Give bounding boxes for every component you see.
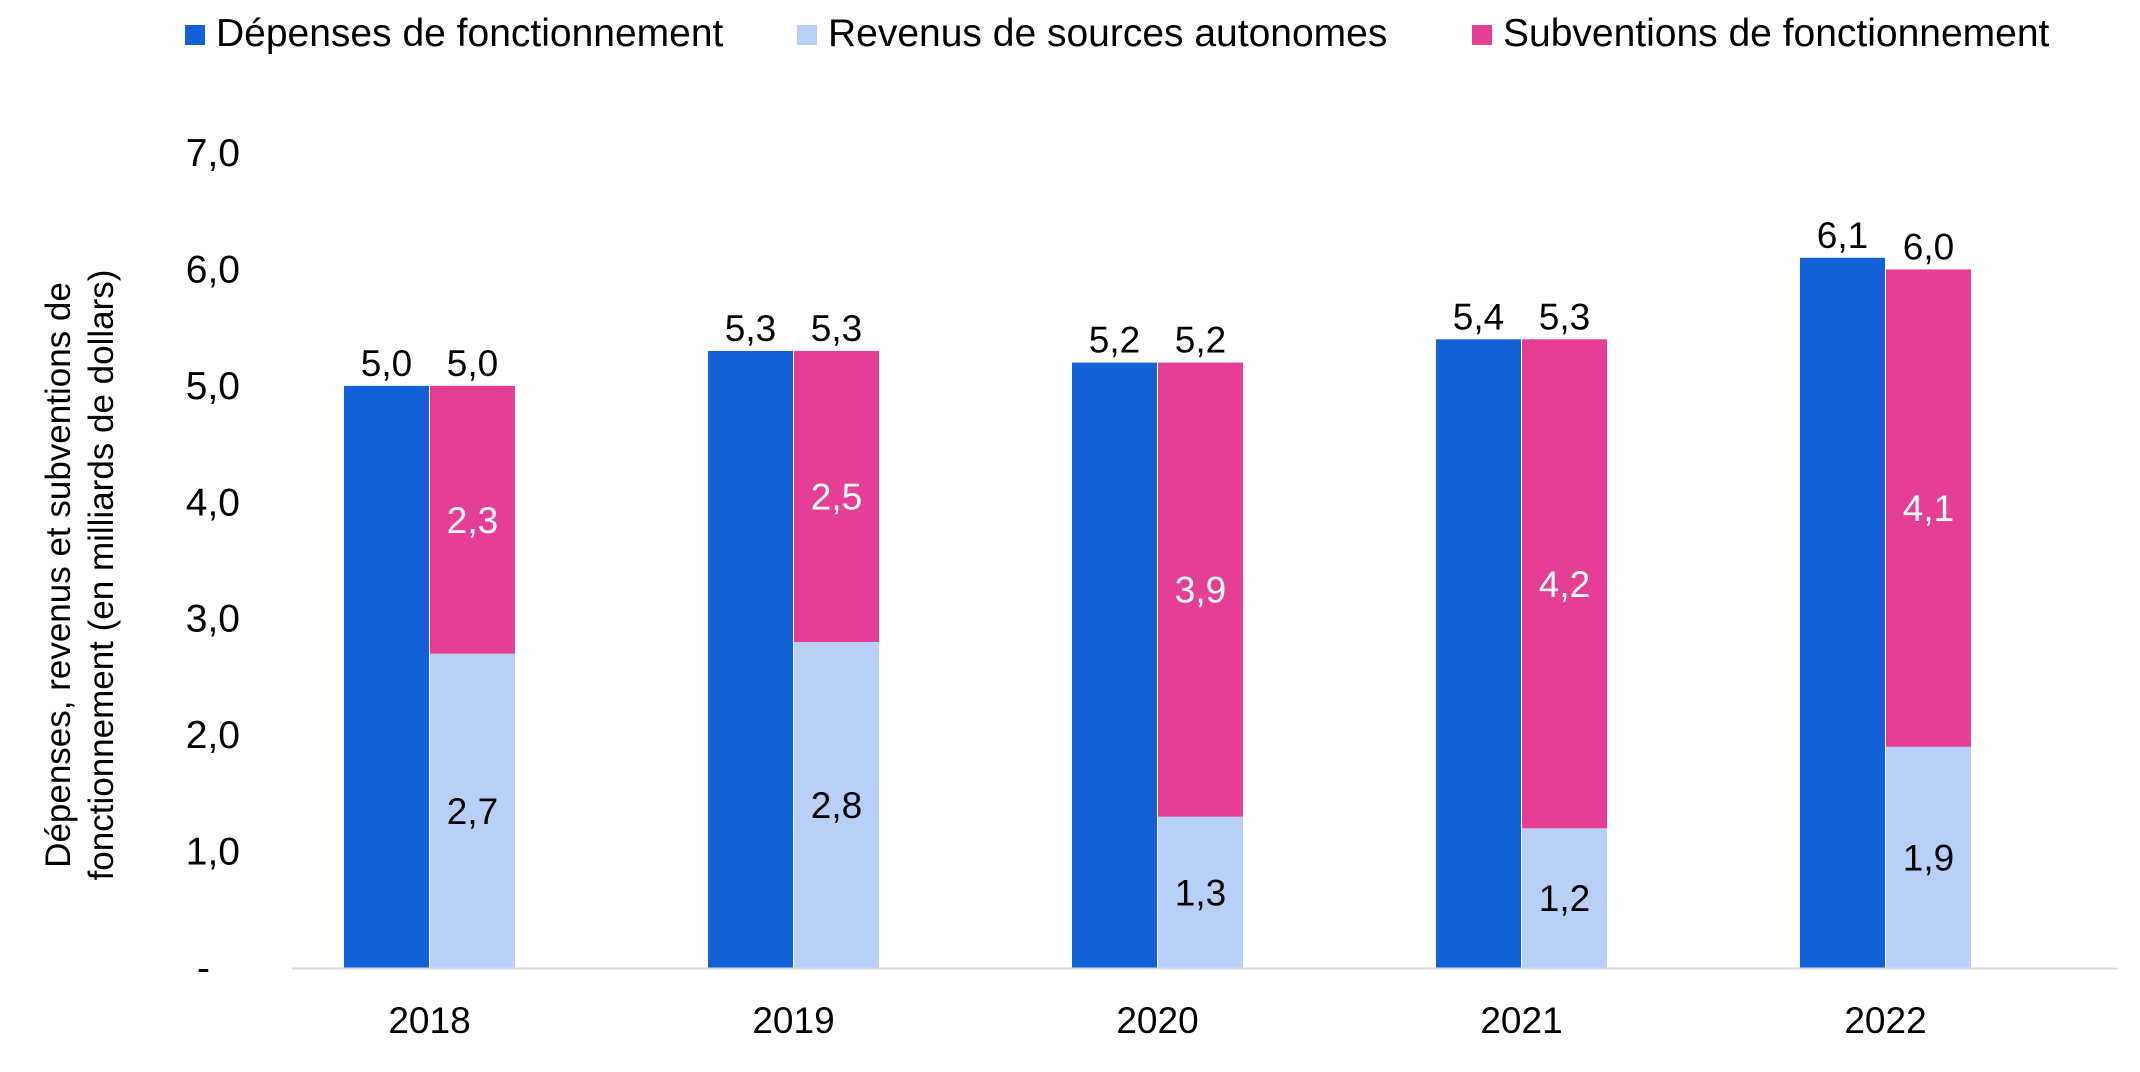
data-label-subventions: 2,3	[447, 500, 498, 541]
data-label-depenses: 6,1	[1817, 215, 1868, 256]
bar-revenus	[1158, 816, 1243, 968]
bar-revenus	[1886, 746, 1971, 968]
data-label-depenses: 5,4	[1453, 296, 1504, 337]
data-label-depenses: 5,0	[361, 343, 412, 384]
bar-depenses	[1072, 362, 1157, 969]
legend-label: Subventions de fonctionnement	[1503, 12, 2050, 55]
bar-depenses	[708, 350, 793, 968]
y-tick-label: 3,0	[186, 598, 240, 641]
y-axis-title: Dépenses, revenus et subventions de fonct…	[39, 270, 121, 881]
y-axis-title-line: fonctionnement (en milliards de dollars)	[82, 270, 121, 881]
legend-swatch	[185, 25, 205, 45]
y-tick-label: -	[197, 947, 210, 990]
legend-swatch	[797, 25, 817, 45]
data-label-subventions: 3,9	[1175, 570, 1226, 611]
x-tick-label: 2019	[752, 1000, 834, 1041]
data-labels: 5,0 5,0 2,7 2,3 5,3 5,3 2,8 2,5 5,2 5,2 1,3 3,9 5,4 5…	[361, 215, 1954, 919]
bar-depenses	[344, 385, 429, 968]
bar-revenus	[794, 642, 879, 968]
bar-depenses	[1800, 257, 1885, 968]
data-label-total: 5,0	[447, 343, 498, 384]
x-tick-label: 2020	[1116, 1000, 1198, 1041]
bars	[344, 257, 1971, 969]
y-tick-label: 2,0	[186, 714, 240, 757]
data-label-subventions: 4,2	[1539, 564, 1590, 605]
data-label-revenus: 2,7	[447, 791, 498, 832]
data-label-revenus: 1,3	[1175, 872, 1226, 913]
data-label-total: 5,3	[811, 308, 862, 349]
legend-item-depenses: Dépenses de fonctionnement	[185, 12, 724, 55]
data-label-depenses: 5,3	[725, 308, 776, 349]
legend-item-revenus: Revenus de sources autonomes	[797, 12, 1387, 55]
legend-item-subventions: Subventions de fonctionnement	[1472, 12, 2050, 55]
x-axis: 2018 2019 2020 2021 2022	[292, 967, 2118, 1041]
data-label-revenus: 1,2	[1539, 878, 1590, 919]
y-tick-label: 4,0	[186, 481, 240, 524]
data-label-subventions: 2,5	[811, 476, 862, 517]
data-label-revenus: 2,8	[811, 785, 862, 826]
y-tick-label: 1,0	[186, 831, 240, 874]
legend: Dépenses de fonctionnement Revenus de sou…	[185, 12, 2050, 55]
bar-depenses	[1436, 339, 1521, 968]
bar-subventions	[430, 385, 515, 654]
bar-revenus	[430, 653, 515, 968]
bar-subventions	[1886, 269, 1971, 747]
y-tick-label: 5,0	[186, 365, 240, 408]
bar-revenus	[1522, 828, 1607, 968]
bar-subventions	[1158, 362, 1243, 817]
bar-subventions	[794, 350, 879, 642]
y-axis-title-line: Dépenses, revenus et subventions de	[39, 282, 78, 868]
data-label-total: 6,0	[1903, 226, 1954, 267]
legend-swatch	[1472, 25, 1492, 45]
y-axis-label: Dépenses, revenus et subventions de fonct…	[39, 270, 121, 881]
data-label-total: 5,3	[1539, 296, 1590, 337]
x-tick-label: 2021	[1480, 1000, 1562, 1041]
legend-label: Dépenses de fonctionnement	[216, 12, 724, 55]
x-tick-label: 2018	[388, 1000, 470, 1041]
bar-subventions	[1522, 339, 1607, 829]
y-axis-ticks: - 1,0 2,0 3,0 4,0 5,0 6,0 7,0	[186, 132, 240, 990]
x-tick-label: 2022	[1844, 1000, 1926, 1041]
data-label-depenses: 5,2	[1089, 320, 1140, 361]
data-label-total: 5,2	[1175, 320, 1226, 361]
y-tick-label: 6,0	[186, 248, 240, 291]
data-label-subventions: 4,1	[1903, 488, 1954, 529]
legend-label: Revenus de sources autonomes	[828, 12, 1387, 55]
data-label-revenus: 1,9	[1903, 837, 1954, 878]
y-tick-label: 7,0	[186, 132, 240, 175]
